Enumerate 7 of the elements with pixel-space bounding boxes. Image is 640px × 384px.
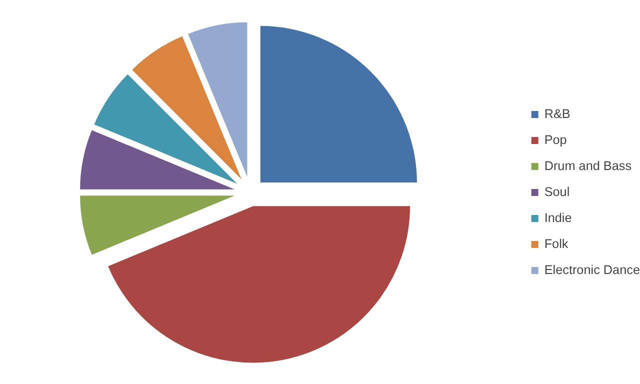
legend-label: Soul xyxy=(544,185,570,199)
legend-label: Indie xyxy=(544,211,572,225)
legend-label: Drum and Bass xyxy=(544,159,632,173)
legend-label: R&B xyxy=(544,107,570,121)
legend-label: Electronic Dance xyxy=(544,263,640,277)
legend-label: Pop xyxy=(544,133,567,147)
legend-label: Folk xyxy=(544,237,568,251)
